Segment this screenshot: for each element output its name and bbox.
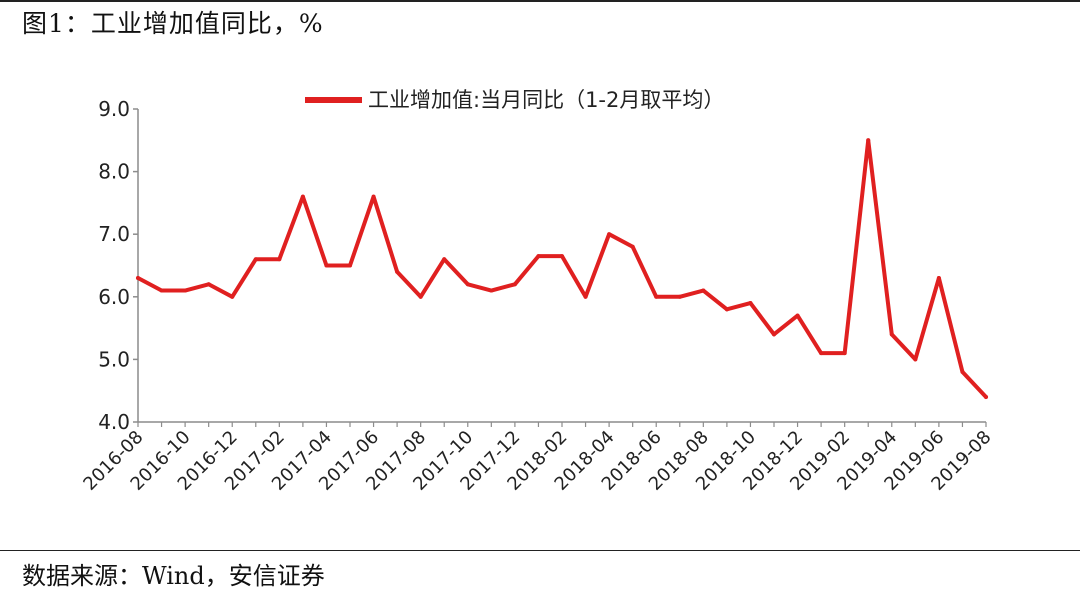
y-tick-label: 4.0	[98, 410, 130, 434]
data-point	[159, 288, 164, 293]
line-chart: 工业增加值:当月同比（1-2月取平均） 4.0 5.0 6.0 7.0 8.0 9.0 2…	[79, 88, 996, 495]
x-ticks: 2016-082016-102016-122017-022017-042017-…	[79, 422, 996, 495]
y-tick-label: 5.0	[98, 347, 130, 371]
y-tick-label: 7.0	[98, 222, 130, 246]
data-point	[630, 244, 635, 249]
data-point	[654, 294, 659, 299]
data-point	[371, 194, 376, 199]
data-point	[889, 332, 894, 337]
series-group	[136, 138, 988, 399]
data-point	[913, 357, 918, 362]
data-point	[230, 294, 235, 299]
data-point	[866, 138, 871, 143]
data-point	[701, 288, 706, 293]
legend: 工业增加值:当月同比（1-2月取平均）	[305, 88, 724, 112]
data-point	[583, 294, 588, 299]
data-point	[465, 282, 470, 287]
data-point	[842, 351, 847, 356]
data-point	[748, 301, 753, 306]
data-point	[418, 294, 423, 299]
data-point	[489, 288, 494, 293]
data-point	[277, 257, 282, 262]
source-note: 数据来源：Wind，安信证券	[22, 562, 325, 590]
data-point	[348, 263, 352, 268]
data-point	[512, 282, 517, 287]
data-points	[136, 138, 988, 399]
top-rule	[0, 0, 1080, 2]
y-ticks: 4.0 5.0 6.0 7.0 8.0 9.0	[98, 97, 138, 434]
data-point	[300, 194, 305, 199]
data-point	[724, 307, 729, 312]
data-point	[395, 269, 400, 274]
data-point	[936, 276, 941, 281]
y-tick-label: 9.0	[98, 97, 130, 121]
data-point	[960, 369, 965, 374]
data-point	[984, 394, 988, 399]
data-point	[795, 313, 800, 318]
y-tick-label: 8.0	[98, 160, 130, 184]
data-point	[677, 294, 682, 299]
data-point	[442, 257, 447, 262]
data-point	[819, 351, 824, 356]
data-point	[607, 232, 612, 237]
data-point	[536, 254, 541, 259]
data-point	[253, 257, 258, 262]
series-line-industrial-value-added	[136, 138, 988, 399]
data-point	[206, 282, 211, 287]
figure-title: 图1：工业增加值同比，%	[22, 9, 324, 38]
data-point	[560, 254, 564, 259]
data-point	[772, 332, 776, 337]
data-point	[183, 288, 188, 293]
data-point	[136, 276, 140, 281]
y-tick-label: 6.0	[98, 285, 130, 309]
legend-label: 工业增加值:当月同比（1-2月取平均）	[368, 88, 724, 112]
data-point	[324, 263, 329, 268]
bottom-rule	[0, 550, 1080, 551]
